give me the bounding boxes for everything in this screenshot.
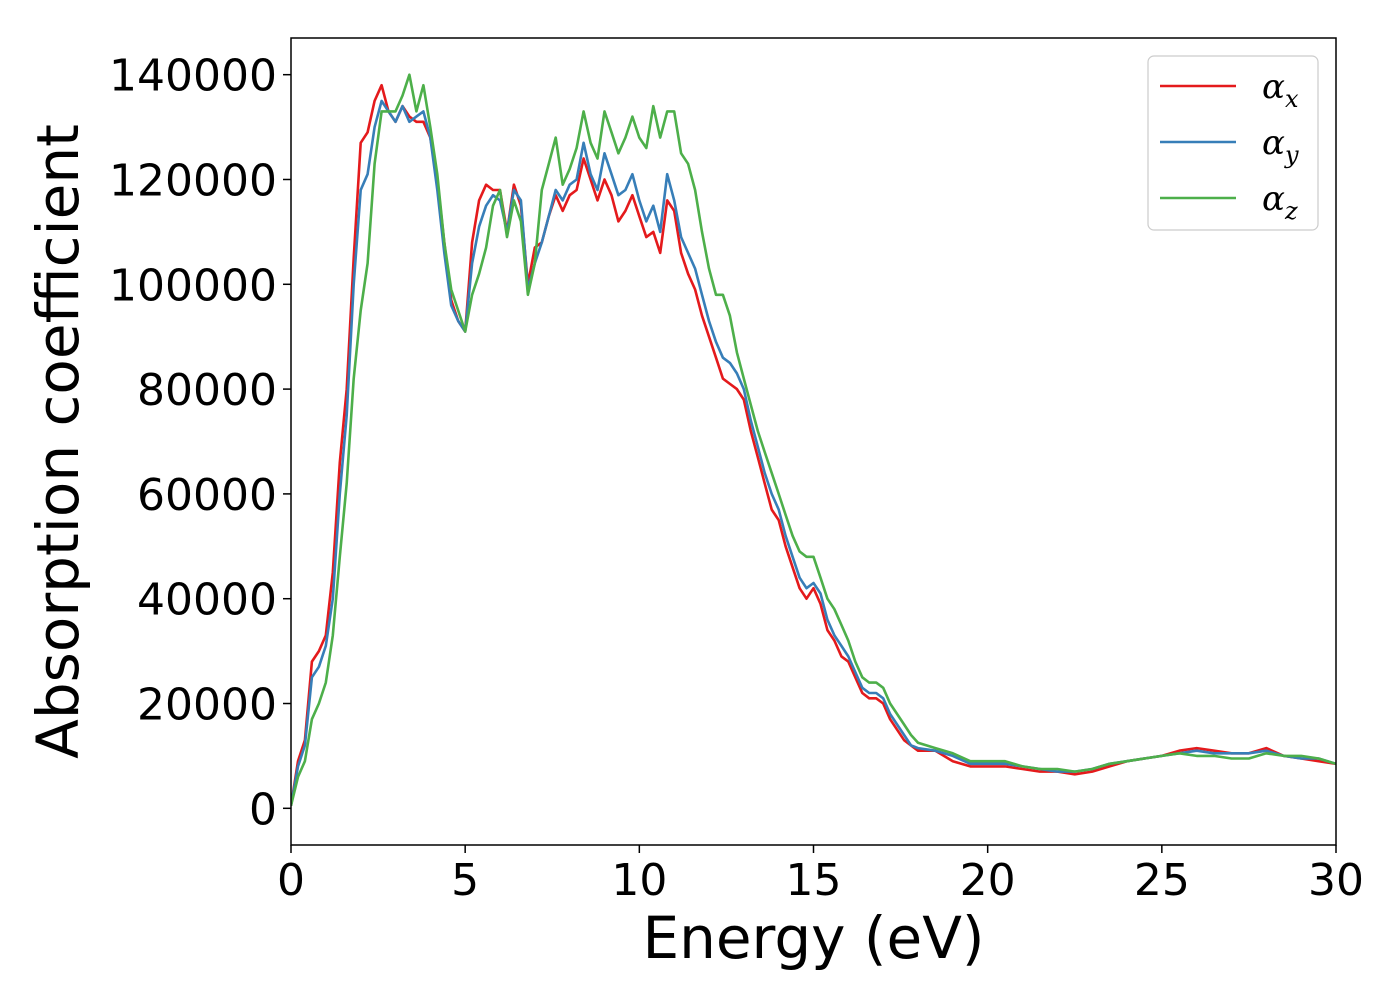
legend-label-alpha-y: αy bbox=[1262, 123, 1299, 169]
legend: αx αy αz bbox=[1147, 55, 1319, 231]
legend-label-alpha-x: αx bbox=[1262, 67, 1299, 113]
y-tick-label: 40000 bbox=[137, 575, 277, 626]
x-tick-label: 30 bbox=[1308, 855, 1364, 906]
series-line-alpha-y bbox=[291, 99, 1336, 806]
y-tick-label: 140000 bbox=[109, 51, 277, 102]
y-tick-label: 60000 bbox=[137, 470, 277, 521]
y-tick-label: 120000 bbox=[109, 155, 277, 206]
x-tick-label: 20 bbox=[960, 855, 1016, 906]
series-line-alpha-z bbox=[291, 73, 1336, 807]
y-tick-label: 20000 bbox=[137, 680, 277, 731]
x-tick-label: 25 bbox=[1134, 855, 1190, 906]
x-axis: 0 5 10 15 20 25 30 bbox=[277, 845, 1364, 906]
series-line-alpha-x bbox=[291, 83, 1336, 806]
x-tick-label: 0 bbox=[277, 855, 305, 906]
y-tick-label: 0 bbox=[249, 784, 277, 835]
x-tick-label: 10 bbox=[611, 855, 667, 906]
x-tick-label: 5 bbox=[451, 855, 479, 906]
y-axis: 0 20000 40000 60000 80000 100000 120000 140000 bbox=[109, 51, 291, 835]
x-tick-label: 15 bbox=[786, 855, 842, 906]
plot-area bbox=[291, 73, 1336, 807]
y-axis-label: Absorption coefficient bbox=[24, 124, 92, 759]
y-tick-label: 80000 bbox=[137, 365, 277, 416]
y-tick-label: 100000 bbox=[109, 260, 277, 311]
legend-label-alpha-z: αz bbox=[1262, 179, 1298, 225]
x-axis-label: Energy (eV) bbox=[642, 904, 984, 972]
